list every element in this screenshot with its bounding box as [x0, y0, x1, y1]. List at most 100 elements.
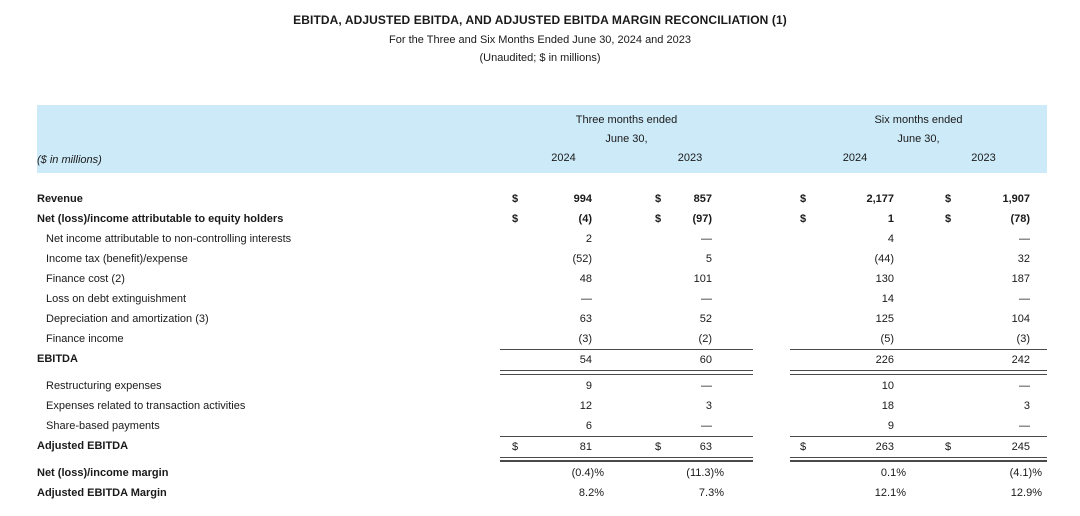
- six-months-values: 4 —: [790, 229, 1047, 249]
- cell-value: 101: [693, 273, 712, 285]
- unaudited-note: (Unaudited; $ in millions): [479, 52, 601, 64]
- cell-value: (4): [578, 213, 592, 225]
- row-label: Adjusted EBITDA: [37, 440, 129, 452]
- cell-value: 12.9%: [1010, 487, 1042, 499]
- table-row: Share-based payments 6 — 9 —: [37, 416, 1047, 436]
- units-label: ($ in millions): [37, 154, 102, 166]
- three-months-values: 54 60: [500, 349, 753, 369]
- dollar-sign: $: [945, 193, 952, 205]
- cell-value: (97): [692, 213, 712, 225]
- table-row: Expenses related to transaction activiti…: [37, 396, 1047, 416]
- six-months-values: $ 1 $ (78): [790, 209, 1047, 229]
- year-headers: 2024 2023: [790, 149, 1047, 168]
- cell-value: 5: [705, 253, 712, 265]
- year-column-header: 2024: [842, 152, 868, 164]
- cell-value: (0.4)%: [571, 467, 604, 479]
- cell-value: 245: [1011, 440, 1030, 453]
- cell-value: 226: [875, 353, 894, 366]
- three-months-values: (3) (2): [500, 329, 753, 349]
- three-months-values: 6 —: [500, 416, 753, 436]
- cell-value: 242: [1011, 353, 1030, 366]
- cell-value: (3): [1016, 333, 1030, 345]
- table-row: Finance income (3) (2) (5) (3): [37, 329, 1047, 349]
- dollar-sign: $: [512, 440, 519, 453]
- six-months-values: 18 3: [790, 396, 1047, 416]
- three-months-values: 12 3: [500, 396, 753, 416]
- cell-value: 4: [887, 233, 894, 245]
- dollar-sign: $: [800, 193, 807, 205]
- dollar-sign: $: [800, 440, 807, 453]
- cell-value: 104: [1011, 313, 1030, 325]
- table-row: Depreciation and amortization (3) 63 52 …: [37, 309, 1047, 329]
- table-row: Restructuring expenses 9 — 10 —: [37, 376, 1047, 396]
- dollar-sign: $: [800, 213, 807, 225]
- six-months-values: 0.1% (4.1)%: [790, 463, 1047, 483]
- cell-value: —: [701, 293, 712, 305]
- cell-value: 48: [579, 273, 592, 285]
- cell-value: 9: [585, 380, 592, 392]
- cell-value: 263: [875, 440, 894, 453]
- six-months-values: 226 242: [790, 349, 1047, 369]
- six-months-values: 125 104: [790, 309, 1047, 329]
- year-headers: 2024 2023: [500, 149, 753, 168]
- six-months-values: 12.1% 12.9%: [790, 483, 1047, 503]
- three-months-values: 48 101: [500, 269, 753, 289]
- three-months-values: (0.4)% (11.3)%: [500, 463, 753, 483]
- cell-value: —: [581, 293, 592, 305]
- column-group-three-months: Three months ended June 30, 2024 2023: [500, 111, 753, 168]
- cell-value: —: [1019, 420, 1030, 432]
- six-months-values: (5) (3): [790, 329, 1047, 349]
- six-months-values: $ 263 $ 245: [790, 436, 1047, 456]
- row-label: Share-based payments: [46, 420, 160, 432]
- cell-value: 63: [699, 440, 712, 453]
- column-group-six-months: Six months ended June 30, 2024 2023: [790, 111, 1047, 168]
- cell-value: 12.1%: [874, 487, 906, 499]
- cell-value: (2): [698, 333, 712, 345]
- row-label: Expenses related to transaction activiti…: [46, 400, 246, 412]
- table-row: Net (loss)/income attributable to equity…: [37, 209, 1047, 229]
- six-months-values: 14 —: [790, 289, 1047, 309]
- page-subtitle: For the Three and Six Months Ended June …: [389, 34, 691, 46]
- row-label: Net income attributable to non-controlli…: [46, 233, 292, 245]
- row-label: Finance cost (2): [46, 273, 125, 285]
- row-label: Finance income: [46, 333, 124, 345]
- row-label: Revenue: [37, 193, 83, 205]
- group-header-line2: June 30,: [605, 133, 648, 145]
- cell-value: (11.3)%: [686, 467, 724, 479]
- cell-value: 125: [875, 313, 894, 325]
- cell-value: 60: [699, 353, 712, 366]
- three-months-values: $ (4) $ (97): [500, 209, 753, 229]
- page-title: EBITDA, ADJUSTED EBITDA, AND ADJUSTED EB…: [293, 13, 787, 27]
- table-header-band: ($ in millions) Three months ended June …: [37, 105, 1047, 173]
- cell-value: 14: [881, 293, 894, 305]
- row-label: Depreciation and amortization (3): [46, 313, 209, 325]
- group-gap: [753, 111, 790, 168]
- six-months-values: $ 2,177 $ 1,907: [790, 189, 1047, 209]
- cell-value: —: [701, 380, 712, 392]
- cell-value: 52: [699, 313, 712, 325]
- document-header: EBITDA, ADJUSTED EBITDA, AND ADJUSTED EB…: [0, 0, 1080, 65]
- dollar-sign: $: [512, 213, 519, 225]
- cell-value: 2,177: [866, 193, 894, 205]
- cell-value: 1,907: [1002, 193, 1030, 205]
- row-label: Income tax (benefit)/expense: [46, 253, 188, 265]
- dollar-sign: $: [655, 440, 662, 453]
- table-row: Revenue $ 994 $ 857 $ 2,177 $ 1,907: [37, 189, 1047, 209]
- cell-value: —: [1019, 233, 1030, 245]
- cell-value: —: [701, 420, 712, 432]
- cell-value: 6: [585, 420, 592, 432]
- row-label: Adjusted EBITDA Margin: [37, 487, 167, 499]
- row-label: Net (loss)/income attributable to equity…: [37, 213, 284, 225]
- table-row: EBITDA 54 60 226 242: [37, 349, 1047, 369]
- group-header-line2: June 30,: [897, 133, 940, 145]
- cell-value: 18: [881, 400, 894, 412]
- three-months-values: $ 994 $ 857: [500, 189, 753, 209]
- table-row: Adjusted EBITDA Margin 8.2% 7.3% 12.1% 1…: [37, 483, 1047, 503]
- cell-value: 1: [887, 213, 894, 225]
- cell-value: 12: [579, 400, 592, 412]
- year-column-header: 2023: [971, 152, 996, 164]
- three-months-values: $ 81 $ 63: [500, 436, 753, 456]
- cell-value: 3: [1023, 400, 1030, 412]
- dollar-sign: $: [655, 213, 662, 225]
- table-row: Finance cost (2) 48 101 130 187: [37, 269, 1047, 289]
